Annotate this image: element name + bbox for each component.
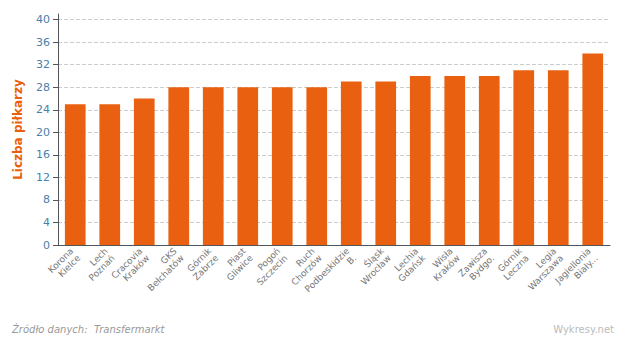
svg-text:32: 32 [36,58,50,71]
svg-text:Szczecin: Szczecin [255,253,289,287]
svg-text:0: 0 [43,239,50,252]
svg-text:24: 24 [36,103,50,116]
svg-text:Ruch: Ruch [294,245,317,269]
svg-text:Gliwice: Gliwice [225,253,255,283]
svg-text:Górnik: Górnik [185,245,214,274]
svg-text:Wisła: Wisła [430,245,455,270]
svg-text:36: 36 [36,36,50,49]
svg-text:Cracovia: Cracovia [109,245,145,281]
svg-text:Wykresy.net: Wykresy.net [553,324,614,335]
svg-text:Bełchatów: Bełchatów [146,253,186,293]
svg-text:Piast: Piast [225,245,248,269]
svg-text:Leczna: Leczna [502,253,531,282]
svg-text:20: 20 [36,126,50,139]
svg-text:Legia: Legia [534,245,559,270]
svg-text:Źródło danych: Transfermarkt: Źródło danych: Transfermarkt [11,323,166,335]
svg-text:Kraków: Kraków [121,253,151,283]
svg-text:Kraków: Kraków [432,253,462,283]
svg-text:Zabrze: Zabrze [191,253,221,283]
svg-text:16: 16 [36,148,50,161]
svg-text:4: 4 [43,216,50,229]
svg-text:Liczba piłkarzy: Liczba piłkarzy [11,79,25,180]
svg-text:GKS: GKS [158,245,179,267]
svg-text:Podbeskidzie: Podbeskidzie [303,246,352,295]
svg-text:Biały...: Biały... [572,253,600,281]
svg-text:28: 28 [36,81,50,94]
svg-text:Chorzów: Chorzów [289,253,324,288]
svg-text:B.: B. [345,253,358,266]
svg-text:Wrocław: Wrocław [359,253,393,287]
svg-text:12: 12 [36,171,50,184]
svg-text:8: 8 [43,193,50,206]
svg-text:Pogoń: Pogoń [255,245,283,273]
svg-text:40: 40 [36,13,50,26]
svg-text:Korona: Korona [46,245,76,275]
svg-text:Warszawa: Warszawa [526,253,566,293]
svg-text:Lechia: Lechia [392,245,421,274]
svg-text:Lech: Lech [87,245,110,268]
svg-text:Gdańsk: Gdańsk [396,252,427,283]
svg-text:Poznań: Poznań [87,253,117,283]
svg-text:Śląsk: Śląsk [362,245,386,270]
svg-text:Zawisza: Zawisza [456,245,490,279]
svg-text:Kielce: Kielce [56,253,82,279]
svg-text:Bydgo.: Bydgo. [467,253,496,282]
svg-text:Jagiellonia: Jagiellonia [553,245,593,286]
svg-text:Górnik: Górnik [495,245,524,274]
